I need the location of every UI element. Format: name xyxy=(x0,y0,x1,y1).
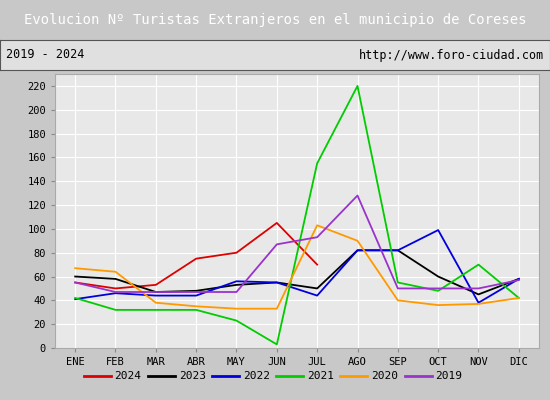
Text: http://www.foro-ciudad.com: http://www.foro-ciudad.com xyxy=(359,48,544,62)
Text: 2019: 2019 xyxy=(436,371,463,381)
Text: 2022: 2022 xyxy=(243,371,270,381)
Text: 2020: 2020 xyxy=(371,371,398,381)
Text: Evolucion Nº Turistas Extranjeros en el municipio de Coreses: Evolucion Nº Turistas Extranjeros en el … xyxy=(24,13,526,27)
Text: 2019 - 2024: 2019 - 2024 xyxy=(6,48,84,62)
Text: 2023: 2023 xyxy=(179,371,206,381)
Text: 2021: 2021 xyxy=(307,371,334,381)
Text: 2024: 2024 xyxy=(114,371,141,381)
